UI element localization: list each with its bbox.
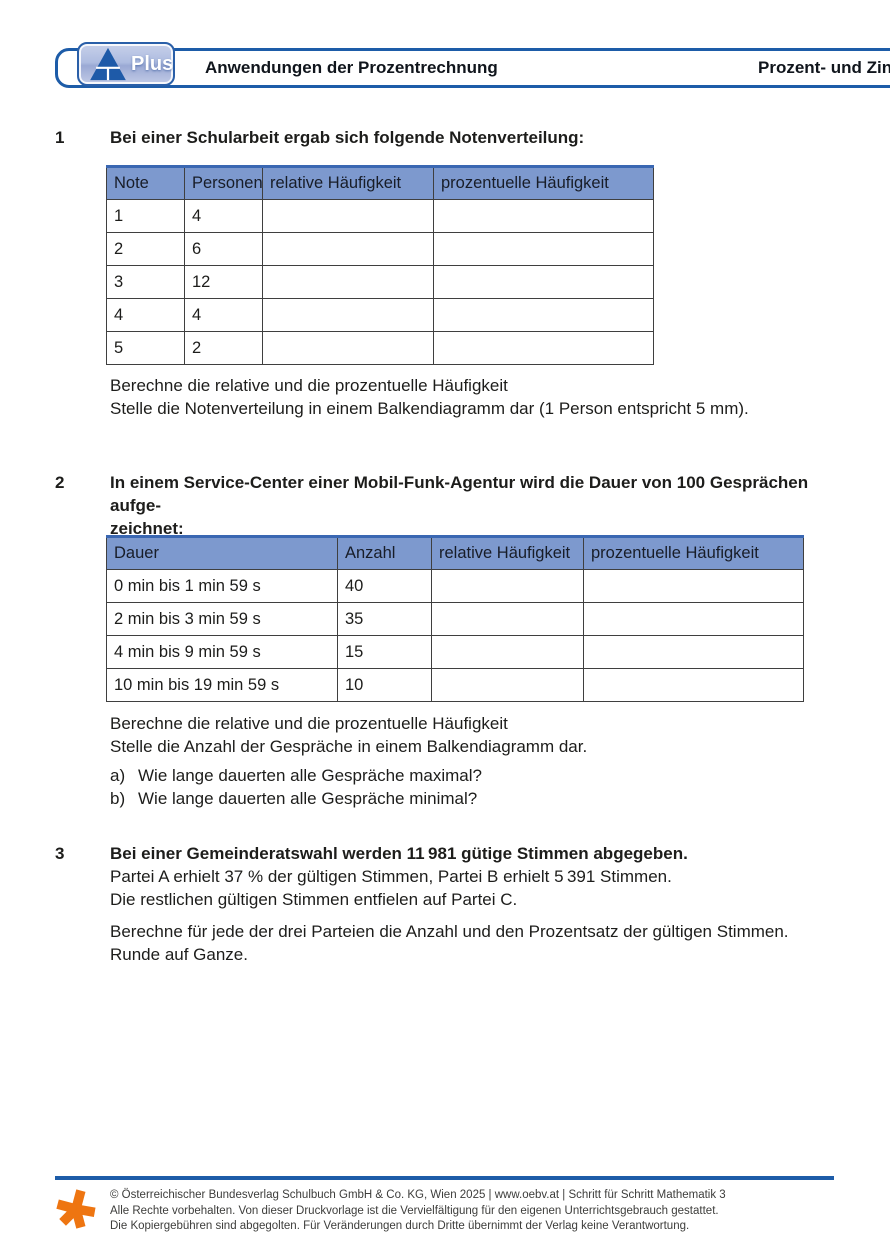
table-cell: 2 — [184, 331, 263, 365]
header-title: Anwendungen der Prozentrechnung — [205, 58, 498, 77]
table-cell — [431, 602, 584, 636]
exercise-1-tasks: Berechne die relative und die prozentuel… — [110, 374, 830, 420]
body-line: Partei A erhielt 37 % der gültigen Stimm… — [110, 867, 672, 886]
table-cell: 2 — [106, 232, 185, 266]
table-cell — [583, 602, 804, 636]
table-cell — [262, 298, 434, 332]
body-line: Die restlichen gültigen Stimmen entfiele… — [110, 890, 518, 909]
table-cell — [583, 569, 804, 603]
question-a: a) Wie lange dauerten alle Gespräche max… — [110, 764, 830, 787]
table-cell: 3 — [106, 265, 185, 299]
question-label: a) — [110, 766, 126, 785]
footer-divider — [55, 1176, 834, 1180]
table-cell — [433, 331, 654, 365]
exercise-2-questions: a) Wie lange dauerten alle Gespräche max… — [110, 764, 830, 810]
task-line: Runde auf Ganze. — [110, 945, 248, 964]
table-row: 2 6 — [106, 232, 654, 266]
table-cell: 12 — [184, 265, 263, 299]
table-cell: 4 — [184, 199, 263, 233]
triangle-logo-icon — [89, 47, 127, 81]
exercise-3-number: 3 — [55, 844, 65, 863]
table-row: 3 12 — [106, 265, 654, 299]
table-cell: 4 min bis 9 min 59 s — [106, 635, 338, 669]
exercise-2-number: 2 — [55, 473, 65, 492]
table-cell — [583, 668, 804, 702]
table-cell — [431, 635, 584, 669]
task-line: Berechne für jede der drei Parteien die … — [110, 922, 789, 941]
table-header-row: Dauer Anzahl relative Häufigkeit prozent… — [106, 535, 804, 570]
table-row: 4 4 — [106, 298, 654, 332]
table-cell — [433, 265, 654, 299]
grades-table: Note Personen relative Häufigkeit prozen… — [106, 165, 654, 365]
table-cell — [433, 298, 654, 332]
task-line: Berechne die relative und die prozentuel… — [110, 714, 508, 733]
table-cell — [433, 232, 654, 266]
plus-logo: Plus — [77, 42, 175, 86]
task-line: Stelle die Notenverteilung in einem Balk… — [110, 399, 749, 418]
table-cell — [262, 199, 434, 233]
table-cell: 10 min bis 19 min 59 s — [106, 668, 338, 702]
table-row: 4 min bis 9 min 59 s 15 — [106, 635, 804, 669]
header-band: Anwendungen der Prozentrechnung Prozent-… — [55, 48, 890, 88]
table-header-cell: prozentuelle Häufigkeit — [583, 535, 804, 570]
table-cell — [583, 635, 804, 669]
table-cell: 6 — [184, 232, 263, 266]
table-header-cell: relative Häufigkeit — [431, 535, 584, 570]
question-text: Wie lange dauerten alle Gespräche minima… — [138, 789, 478, 808]
table-cell — [262, 331, 434, 365]
heading-line: In einem Service-Center einer Mobil-Funk… — [110, 473, 809, 515]
table-cell: 0 min bis 1 min 59 s — [106, 569, 338, 603]
footer-line: Die Kopiergebühren sind abgegolten. Für … — [110, 1220, 690, 1232]
call-duration-table: Dauer Anzahl relative Häufigkeit prozent… — [106, 535, 804, 702]
table-cell: 1 — [106, 199, 185, 233]
table-header-cell: Anzahl — [337, 535, 432, 570]
table-header-cell: Dauer — [106, 535, 338, 570]
task-line: Stelle die Anzahl der Gespräche in einem… — [110, 737, 588, 756]
table-cell: 10 — [337, 668, 432, 702]
question-label: b) — [110, 789, 126, 808]
table-cell: 4 — [106, 298, 185, 332]
table-row: 5 2 — [106, 331, 654, 365]
exercise-3-body: Bei einer Gemeinderatswahl werden 11 981… — [110, 842, 830, 911]
exercise-3-tasks: Berechne für jede der drei Parteien die … — [110, 920, 830, 966]
exercise-2-heading: In einem Service-Center einer Mobil-Funk… — [110, 471, 830, 540]
table-cell — [431, 569, 584, 603]
table-header-cell: Note — [106, 165, 185, 200]
table-row: 0 min bis 1 min 59 s 40 — [106, 569, 804, 603]
table-cell — [262, 265, 434, 299]
question-text: Wie lange dauerten alle Gespräche maxima… — [138, 766, 482, 785]
footer-line: Alle Rechte vorbehalten. Von dieser Druc… — [110, 1204, 719, 1217]
table-row: 2 min bis 3 min 59 s 35 — [106, 602, 804, 636]
table-cell — [262, 232, 434, 266]
table-cell: 5 — [106, 331, 185, 365]
question-b: b) Wie lange dauerten alle Gespräche min… — [110, 787, 830, 810]
footer-line: © Österreichischer Bundesverlag Schulbuc… — [110, 1189, 726, 1201]
footer-copyright: © Österreichischer Bundesverlag Schulbuc… — [110, 1188, 810, 1235]
plus-logo-label: Plus — [131, 52, 174, 75]
heading-line: zeichnet: — [110, 519, 184, 538]
table-cell: 40 — [337, 569, 432, 603]
table-cell — [433, 199, 654, 233]
header-subject: Prozent- und Zinsrechnung — [758, 58, 890, 77]
oebv-star-icon — [56, 1188, 100, 1241]
table-header-row: Note Personen relative Häufigkeit prozen… — [106, 165, 654, 200]
exercise-1-number: 1 — [55, 128, 65, 147]
table-row: 1 4 — [106, 199, 654, 233]
table-cell: 15 — [337, 635, 432, 669]
table-cell: 35 — [337, 602, 432, 636]
table-cell — [431, 668, 584, 702]
table-cell: 2 min bis 3 min 59 s — [106, 602, 338, 636]
exercise-2-tasks: Berechne die relative und die prozentuel… — [110, 712, 830, 758]
exercise-1-heading: Bei einer Schularbeit ergab sich folgend… — [110, 128, 585, 147]
table-header-cell: prozentuelle Häufigkeit — [433, 165, 654, 200]
table-cell: 4 — [184, 298, 263, 332]
table-header-cell: relative Häufigkeit — [262, 165, 434, 200]
task-line: Berechne die relative und die prozentuel… — [110, 376, 508, 395]
table-header-cell: Personen — [184, 165, 263, 200]
table-row: 10 min bis 19 min 59 s 10 — [106, 668, 804, 702]
exercise-3-heading: Bei einer Gemeinderatswahl werden 11 981… — [110, 844, 688, 863]
